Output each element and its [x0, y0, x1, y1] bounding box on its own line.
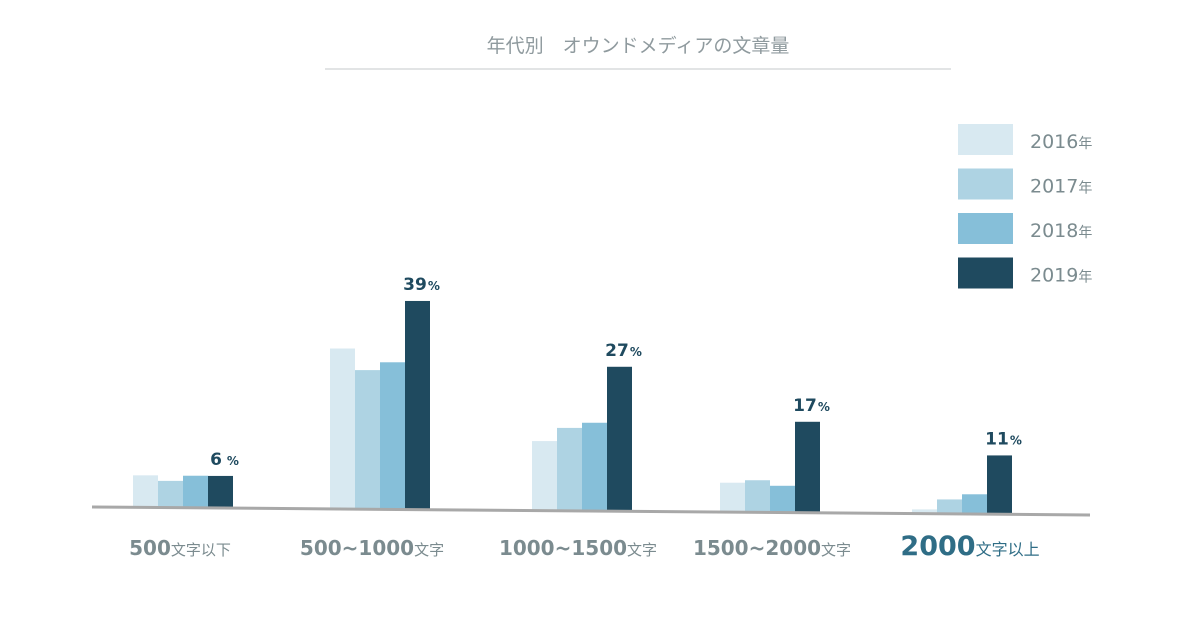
bars-group: [133, 300, 1012, 515]
bar-3-2019年: [607, 366, 632, 512]
category-label-5: 2000文字以上: [900, 531, 1039, 562]
legend: 2016年 2017年 2018年 2019年: [958, 124, 1092, 289]
bar-4-2019年: [795, 421, 820, 513]
legend-swatch-2019年: [958, 257, 1013, 289]
legend-label-2019年: 2019年: [1030, 265, 1092, 287]
legend-label-2017年: 2017年: [1030, 176, 1092, 198]
bar-2-2019年: [405, 300, 430, 510]
data-labels-group: 6 % 39% 27% 17% 11%: [210, 275, 1022, 470]
bar-5-2017年: [937, 499, 962, 514]
bar-3-2016年: [532, 441, 557, 511]
data-label-5: 11%: [985, 429, 1022, 449]
bar-5-2019年: [987, 455, 1012, 515]
bar-4-2016年: [720, 482, 745, 513]
bar-5-2016年: [912, 509, 937, 514]
bar-2-2018年: [380, 362, 405, 510]
bar-2-2016年: [330, 348, 355, 510]
bar-4-2018年: [770, 485, 795, 513]
legend-label-2016年: 2016年: [1030, 131, 1092, 153]
category-label-1: 500文字以下: [129, 536, 231, 560]
chart-title: 年代別 オウンドメディアの文章量: [487, 35, 790, 57]
bar-1-2018年: [183, 475, 208, 508]
legend-swatch-2017年: [958, 168, 1013, 200]
bar-1-2017年: [158, 480, 183, 508]
bar-2-2017年: [355, 370, 380, 510]
category-label-3: 1000~1500文字: [499, 536, 657, 560]
bar-1-2016年: [133, 475, 158, 508]
data-label-2: 39%: [403, 275, 440, 295]
legend-label-2018年: 2018年: [1030, 220, 1092, 242]
category-label-4: 1500~2000文字: [693, 536, 851, 560]
bar-4-2017年: [745, 480, 770, 513]
bar-3-2018年: [582, 422, 607, 512]
category-label-2: 500~1000文字: [300, 536, 444, 560]
bar-5-2018年: [962, 494, 987, 515]
legend-swatch-2016年: [958, 124, 1013, 155]
legend-swatch-2018年: [958, 213, 1013, 244]
data-label-4: 17%: [793, 396, 830, 416]
data-label-1: 6%: [210, 450, 239, 470]
bar-1-2019年: [208, 475, 233, 509]
x-axis-line: [91, 505, 1091, 517]
category-labels-group: 500文字以下 500~1000文字 1000~1500文字 1500~2000文字 2…: [129, 531, 1039, 562]
data-label-3: 27%: [605, 341, 642, 361]
bar-3-2017年: [557, 427, 582, 511]
